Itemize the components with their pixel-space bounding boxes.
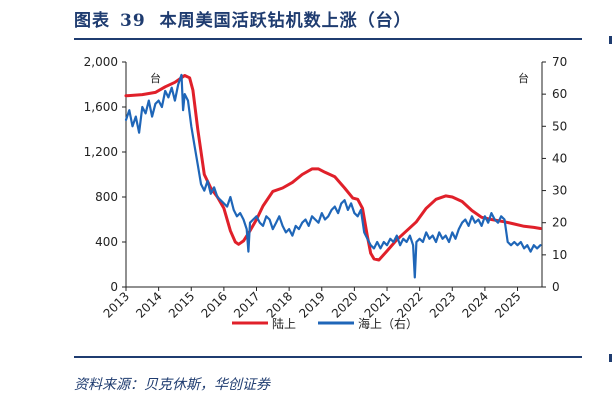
y-right-tick-label: 40 — [552, 151, 567, 165]
x-tick-label: 2022 — [394, 289, 425, 320]
figure-label: 图表 — [74, 11, 110, 31]
y-left-tick-label: 800 — [95, 190, 118, 204]
y-right-tick-label: 20 — [552, 216, 567, 230]
y-left-unit-label: 台 — [150, 71, 161, 85]
y-left-tick-label: 400 — [95, 235, 118, 249]
x-tick-label: 2019 — [296, 289, 327, 320]
y-left-tick-label: 0 — [110, 280, 118, 294]
x-tick-label: 2024 — [460, 289, 491, 320]
y-right-tick-label: 50 — [552, 119, 567, 133]
chart-legend: 陆上 海上（右） — [232, 316, 418, 331]
figure-number: 39 — [120, 11, 146, 31]
figure-title: 图表 39 本周美国活跃钻机数上涨（台） — [74, 6, 412, 31]
figure-caption: 本周美国活跃钻机数上涨（台） — [159, 11, 412, 31]
chart-series — [124, 73, 542, 279]
y-right-tick-label: 60 — [552, 87, 567, 101]
chart-tick-labels: 2,000 1,600 1,200 800 400 0 70 60 50 40 30 20 10 0 台 台 2… — [84, 55, 568, 321]
x-tick-label: 2013 — [101, 289, 132, 320]
x-tick-label: 2017 — [231, 289, 262, 320]
x-tick-label: 2023 — [427, 289, 458, 320]
x-tick-label: 2025 — [492, 289, 523, 320]
chart-axes — [122, 61, 546, 291]
top-rule — [74, 38, 582, 40]
x-tick-label: 2020 — [329, 289, 360, 320]
y-right-unit-label: 台 — [518, 71, 529, 85]
series-line-2 — [124, 73, 542, 279]
y-right-tick-label: 0 — [552, 280, 560, 294]
edge-mark-top — [609, 36, 612, 44]
y-right-tick-label: 70 — [552, 55, 567, 69]
y-right-tick-label: 30 — [552, 184, 567, 198]
y-left-tick-label: 1,200 — [84, 145, 118, 159]
y-left-tick-label: 2,000 — [84, 55, 118, 69]
x-tick-label: 2014 — [133, 289, 164, 320]
x-tick-label: 2021 — [362, 289, 393, 320]
x-tick-label: 2015 — [166, 289, 197, 320]
legend-label-2: 海上（右） — [358, 316, 418, 331]
bottom-rule — [74, 356, 582, 358]
series-line-1 — [124, 74, 542, 262]
y-right-tick-label: 10 — [552, 248, 567, 262]
y-left-tick-label: 1,600 — [84, 100, 118, 114]
x-tick-label: 2018 — [264, 289, 295, 320]
source-note: 资料来源：贝克休斯，华创证券 — [74, 377, 270, 393]
legend-label-1: 陆上 — [272, 316, 296, 331]
edge-mark-bottom — [609, 354, 612, 362]
x-tick-label: 2016 — [199, 289, 230, 320]
